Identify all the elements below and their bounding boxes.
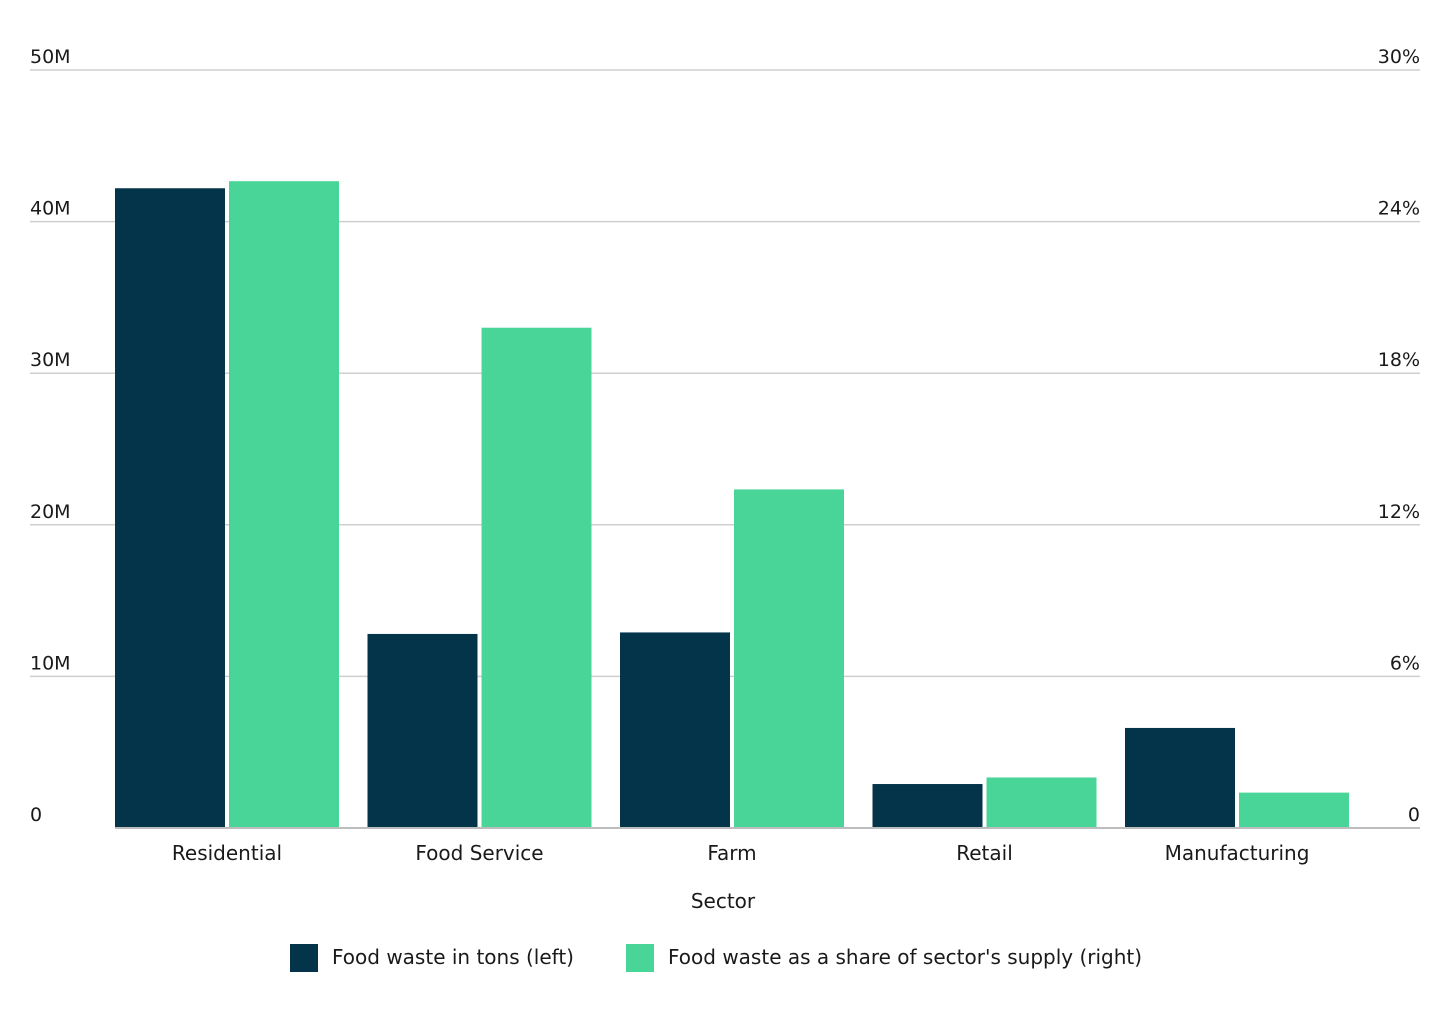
right-tick-label: 24% <box>1378 198 1420 220</box>
category-label: Manufacturing <box>1165 841 1310 865</box>
category-label: Food Service <box>415 841 543 865</box>
bar-share <box>734 489 844 828</box>
right-tick-label: 18% <box>1378 349 1420 371</box>
left-tick-label: 0 <box>30 804 42 826</box>
left-tick-label: 30M <box>30 349 71 371</box>
bar-tons <box>872 784 983 828</box>
legend-label: Food waste in tons (left) <box>332 945 574 969</box>
legend: Food waste in tons (left) Food waste as a… <box>290 944 1142 972</box>
right-tick-label: 30% <box>1378 46 1420 68</box>
legend-swatch <box>626 944 654 972</box>
bar-tons <box>367 633 478 828</box>
right-tick-label: 0 <box>1408 804 1420 826</box>
category-labels: Residential Food Service Farm Retail Manufac… <box>172 841 1310 865</box>
category-label: Farm <box>707 841 756 865</box>
bars <box>115 181 1349 829</box>
bar-share <box>986 777 1097 828</box>
right-tick-label: 12% <box>1378 501 1420 523</box>
x-axis-title: Sector <box>691 889 756 913</box>
bar-tons <box>115 188 225 829</box>
legend-swatch <box>290 944 318 972</box>
right-axis-ticks: 0 6% 12% 18% 24% 30% <box>1378 46 1420 826</box>
category-label: Retail <box>956 841 1013 865</box>
left-tick-label: 20M <box>30 501 71 523</box>
left-tick-label: 10M <box>30 652 71 674</box>
bar-share <box>1239 792 1349 828</box>
left-tick-label: 40M <box>30 198 71 220</box>
right-tick-label: 6% <box>1390 652 1420 674</box>
left-axis-ticks: 0 10M 20M 30M 40M 50M <box>30 46 71 826</box>
bar-share <box>481 327 592 828</box>
legend-label: Food waste as a share of sector's supply… <box>668 945 1142 969</box>
bar-tons <box>1125 727 1235 828</box>
bar-share <box>229 181 339 828</box>
bar-tons <box>620 632 730 828</box>
category-label: Residential <box>172 841 282 865</box>
left-tick-label: 50M <box>30 46 71 68</box>
